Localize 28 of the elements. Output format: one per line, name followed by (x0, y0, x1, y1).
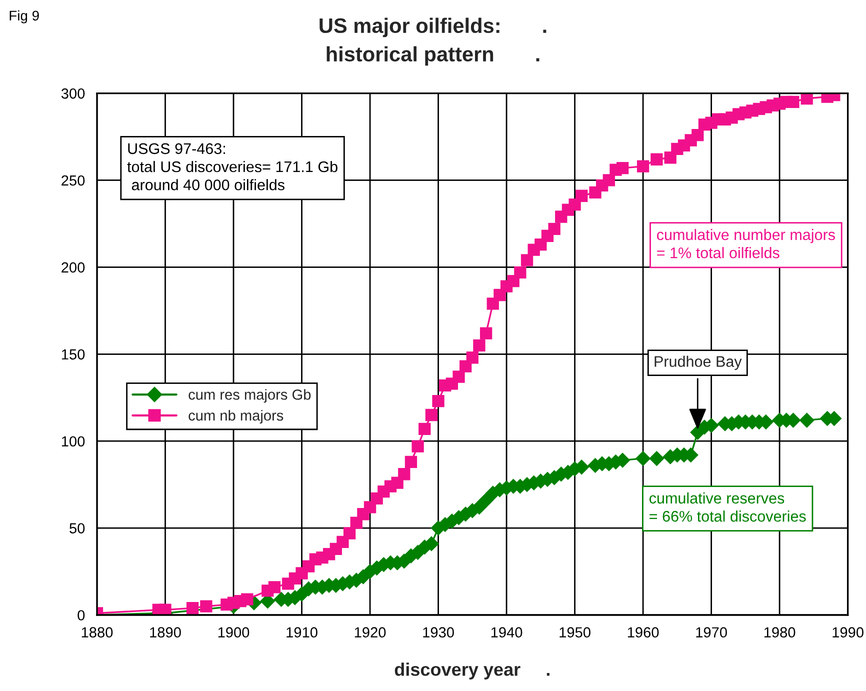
x-tick-label: 1960 (628, 627, 659, 638)
annotation: Prudhoe Bay (654, 356, 742, 370)
x-tick-label: 1900 (218, 627, 250, 638)
y-tick-label: 100 (62, 436, 85, 447)
y-tick-label: 250 (62, 175, 85, 186)
x-tick-label: 1920 (354, 627, 386, 638)
legend-label: cum res majors Gb (188, 389, 311, 403)
annotation: cumulative number majors = 1% total oilfields (657, 228, 835, 258)
y-tick-label: 300 (61, 88, 85, 99)
annotation: cumulative reserves = 66% total discoveries (649, 492, 806, 522)
x-tick-label: 1990 (832, 627, 864, 638)
x-axis-title: discovery year . (394, 662, 550, 680)
x-tick-label: 1950 (560, 627, 590, 638)
caption: Fig 9 (10, 10, 39, 24)
x-tick-label: 1930 (423, 627, 454, 638)
x-tick-label: 1890 (150, 627, 181, 638)
legend-label: cum nb majors (188, 410, 284, 424)
x-tick-label: 1880 (82, 627, 113, 638)
chart-title: US major oilfields: . historical pattern . (320, 18, 546, 66)
annotation: USGS 97-463: total US discoveries= 171.1 Gb around 40 000 oilfields (127, 143, 338, 190)
x-tick-label: 1910 (286, 627, 318, 638)
x-tick-label: 1980 (764, 627, 796, 638)
y-tick-label: 150 (62, 349, 85, 360)
y-tick-label: 200 (62, 262, 85, 273)
x-tick-label: 1970 (696, 627, 727, 638)
x-tick-label: 1940 (491, 627, 522, 638)
y-tick-label: 0 (78, 610, 85, 620)
y-tick-label: 50 (70, 523, 85, 534)
